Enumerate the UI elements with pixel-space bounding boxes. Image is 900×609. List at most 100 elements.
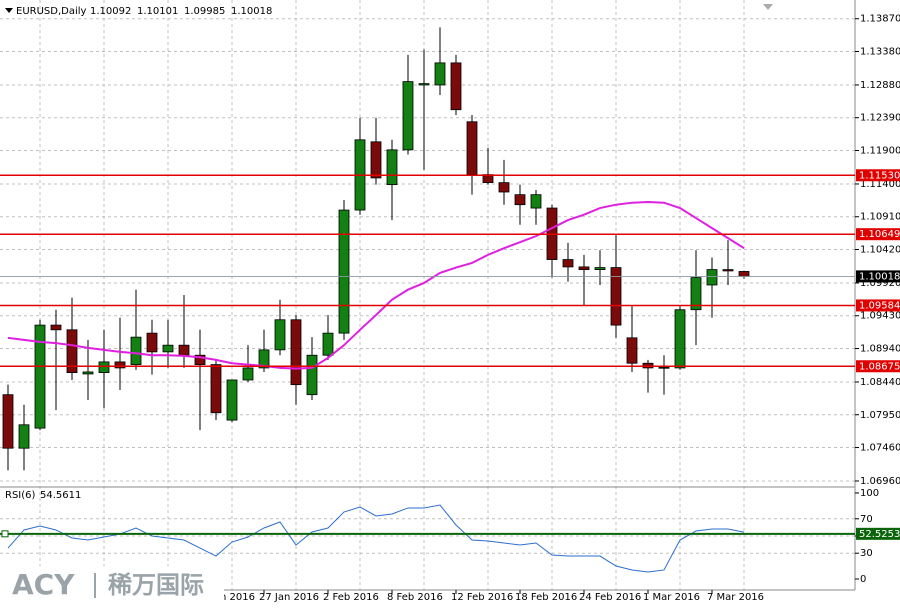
- x-tick-label: 24 Feb 2016: [579, 592, 641, 603]
- candle-body: [18, 424, 30, 449]
- candle-body: [738, 271, 750, 277]
- rsi-line: [7, 504, 745, 573]
- candle-body: [466, 121, 478, 175]
- header-marker: [5, 8, 13, 13]
- level-label: 1.08675: [859, 361, 900, 372]
- candle-body: [50, 324, 62, 331]
- logo-name: 稀万国际: [108, 571, 204, 599]
- level-label: 1.10649: [859, 229, 900, 240]
- candle-body: [162, 344, 174, 353]
- candle-body: [114, 361, 126, 369]
- candle-body: [658, 366, 670, 369]
- y-tick-label: 1.10910: [860, 212, 900, 223]
- header-ohlc: 1.10092: [90, 6, 131, 17]
- rsi-tick-label: 70: [860, 514, 873, 525]
- logo-brand: ACY: [12, 568, 75, 601]
- level-label: 1.11530: [859, 170, 900, 181]
- x-tick-label: 8 Feb 2016: [387, 592, 443, 603]
- candle-body: [322, 332, 334, 356]
- header-ohlc: 1.10018: [231, 6, 272, 17]
- y-tick-label: 1.10420: [860, 245, 900, 256]
- candle-body: [306, 354, 318, 396]
- moving-average: [7, 201, 745, 370]
- candle-body: [434, 62, 446, 86]
- header-ohlc: 1.10101: [137, 6, 178, 17]
- y-tick-label: 1.07460: [860, 443, 900, 454]
- x-tick-label: 7 Mar 2016: [707, 592, 764, 603]
- candle-body: [130, 336, 142, 365]
- x-tick-label: 2 Feb 2016: [323, 592, 379, 603]
- candle-body: [274, 319, 286, 351]
- current-price-box: [856, 270, 900, 283]
- level-label-box: [856, 228, 900, 241]
- y-tick-label: 1.11900: [860, 146, 900, 157]
- candle-body: [98, 361, 110, 374]
- candle-body: [514, 194, 526, 206]
- rsi-tick-label: 30: [860, 548, 873, 559]
- y-tick-label: 1.08440: [860, 377, 900, 388]
- candle-body: [226, 379, 238, 421]
- y-tick-label: 1.12390: [860, 113, 900, 124]
- rsi-level-marker: [1, 530, 9, 538]
- candle-body: [82, 371, 94, 375]
- x-tick-label: 12 Feb 2016: [451, 592, 513, 603]
- level-label-box: [856, 169, 900, 182]
- candle-body: [146, 332, 158, 353]
- symbol-title: EURUSD,Daily: [16, 6, 87, 17]
- x-tick-label: 18 Feb 2016: [515, 592, 577, 603]
- candle-body: [418, 83, 430, 86]
- logo-backdrop: [0, 566, 224, 609]
- candle-body: [578, 266, 590, 270]
- y-tick-label: 1.09920: [860, 278, 900, 289]
- candle-body: [34, 324, 46, 429]
- candle-body: [626, 337, 638, 364]
- candle-body: [370, 141, 382, 179]
- candle-body: [242, 367, 254, 381]
- y-tick-label: 1.13870: [860, 14, 900, 25]
- x-tick-label: 1 Mar 2016: [643, 592, 700, 603]
- rsi-tick-label: 0: [860, 574, 866, 585]
- scroll-marker: [763, 4, 773, 10]
- y-tick-label: 1.11400: [860, 179, 900, 190]
- level-label-box: [856, 360, 900, 373]
- y-tick-label: 1.06960: [860, 476, 900, 487]
- candle-body: [290, 319, 302, 386]
- candle-body: [706, 269, 718, 286]
- rsi-level-box: [856, 527, 900, 540]
- level-label: 1.09584: [859, 300, 900, 311]
- current-price-label: 1.10018: [859, 271, 900, 282]
- y-tick-label: 1.12880: [860, 80, 900, 91]
- candle-body: [498, 182, 510, 193]
- rsi-title: RSI(6): [5, 490, 36, 501]
- header-ohlc: 1.09985: [184, 6, 225, 17]
- rsi-value: 54.5611: [40, 490, 81, 501]
- candle-body: [338, 209, 350, 334]
- candle-body: [194, 354, 206, 365]
- candle-body: [450, 62, 462, 111]
- candle-body: [210, 364, 222, 414]
- candle-body: [610, 267, 622, 326]
- candle-body: [66, 329, 78, 374]
- y-tick-label: 1.07950: [860, 410, 900, 421]
- rsi-tick-label: 100: [860, 488, 879, 499]
- grid: [0, 0, 855, 590]
- candle-body: [386, 149, 398, 186]
- candle-body: [722, 269, 734, 272]
- candle-body: [178, 344, 190, 356]
- candle-body: [562, 259, 574, 268]
- x-tick-label: 27 Jan 2016: [259, 592, 319, 603]
- candle-body: [674, 309, 686, 369]
- y-tick-label: 1.08940: [860, 344, 900, 355]
- y-tick-label: 1.13380: [860, 47, 900, 58]
- candle-body: [2, 394, 14, 449]
- y-tick-label: 1.09430: [860, 311, 900, 322]
- level-label-box: [856, 299, 900, 312]
- candle-body: [258, 349, 270, 369]
- candle-body: [690, 277, 702, 311]
- candle-body: [594, 267, 606, 270]
- candle-body: [402, 81, 414, 151]
- rsi-level-label: 52.5253: [859, 529, 900, 540]
- candle-body: [530, 194, 542, 209]
